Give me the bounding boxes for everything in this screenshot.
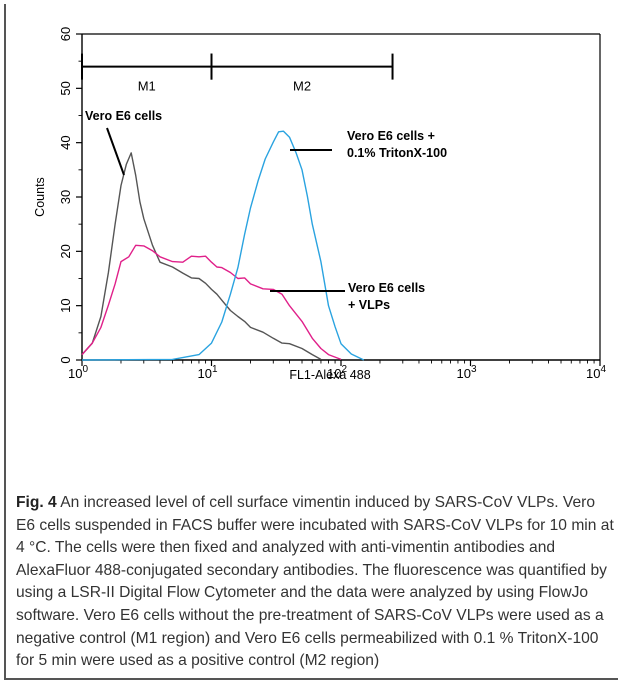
x-tick-exponent: 0 <box>82 364 88 375</box>
x-axis-label: FL1-Alexa 488 <box>289 368 370 382</box>
figure-frame <box>4 4 618 680</box>
annotations: Vero E6 cells Vero E6 cells + 0.1% Trito… <box>85 109 447 312</box>
x-tick-label: 103 <box>456 364 476 381</box>
y-tick-label: 10 <box>58 298 73 312</box>
y-tick-label: 60 <box>58 27 73 41</box>
annotation-pink-line1: Vero E6 cells <box>348 281 425 295</box>
gate-m2-label: M2 <box>293 79 311 94</box>
axes <box>81 33 601 361</box>
annotation-gray: Vero E6 cells <box>85 109 162 123</box>
caption-text: An increased level of cell surface vimen… <box>16 494 614 670</box>
x-tick-exponent: 2 <box>341 364 347 375</box>
series-tritonx-blue <box>81 130 365 361</box>
histogram-series <box>81 130 365 361</box>
series-untreated-gray <box>81 152 322 361</box>
caption-label: Fig. 4 <box>16 494 57 511</box>
x-tick-exponent: 4 <box>600 364 606 375</box>
annotation-pointer-gray <box>106 127 125 176</box>
y-tick-label: 20 <box>58 244 73 258</box>
annotation-pink-line2: + VLPs <box>348 298 390 312</box>
x-tick-label: 100 <box>68 364 88 381</box>
y-tick-label: 0 <box>58 356 73 363</box>
x-tick-label: 104 <box>586 364 606 381</box>
gate-markers: M1 M2 <box>81 53 394 94</box>
y-axis-label: Counts <box>33 177 47 217</box>
y-tick-label: 30 <box>58 190 73 204</box>
annotation-blue-line2: 0.1% TritonX-100 <box>347 146 447 160</box>
gate-m1-label: M1 <box>138 79 156 94</box>
figure-caption: Fig. 4 An increased level of cell surfac… <box>16 492 616 673</box>
y-ticks: 0 10 20 30 40 50 60 <box>58 27 82 364</box>
annotation-blue-line1: Vero E6 cells + <box>347 129 435 143</box>
series-vlps-pink <box>81 244 342 361</box>
y-tick-label: 50 <box>58 81 73 95</box>
x-tick-exponent: 3 <box>471 364 477 375</box>
x-tick-label: 101 <box>197 364 217 381</box>
x-tick-exponent: 1 <box>212 364 218 375</box>
y-tick-label: 40 <box>58 135 73 149</box>
